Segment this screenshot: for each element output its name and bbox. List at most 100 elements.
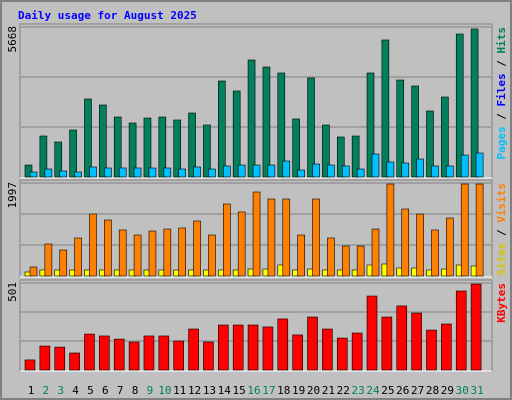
bar: [59, 249, 68, 277]
bar: [282, 160, 291, 178]
bar: [262, 326, 274, 371]
x-tick-label: 30: [456, 384, 469, 397]
bar: [74, 171, 82, 178]
x-tick-label: 9: [147, 384, 154, 397]
bar: [470, 283, 482, 371]
axis-label-part: KBytes: [495, 283, 508, 323]
bar: [297, 234, 305, 277]
bar: [381, 39, 390, 178]
bar: [59, 170, 68, 178]
bar: [54, 141, 63, 178]
bar: [252, 191, 261, 277]
bar: [99, 335, 110, 371]
axis-label-part: Pages: [495, 126, 508, 159]
bar: [173, 119, 181, 178]
axis-label-part: Hits: [495, 27, 508, 54]
bar: [277, 72, 286, 178]
bar: [232, 324, 244, 371]
axis-label-part: Files: [495, 73, 508, 106]
x-tick-label: 1: [28, 384, 35, 397]
bar: [460, 183, 469, 277]
bar: [247, 59, 256, 178]
bar: [475, 183, 484, 277]
bar: [237, 211, 246, 277]
bar: [475, 152, 484, 178]
bar: [208, 234, 216, 277]
x-tick-label: 10: [158, 384, 171, 397]
bar: [401, 208, 410, 277]
x-tick-label: 12: [188, 384, 201, 397]
bar: [193, 166, 201, 178]
bar: [178, 227, 186, 277]
bar: [411, 85, 419, 178]
bar: [327, 164, 335, 178]
bar: [223, 203, 231, 277]
bar: [470, 28, 479, 178]
bar: [426, 329, 437, 371]
x-tick-label: 13: [203, 384, 216, 397]
bar: [441, 96, 449, 178]
x-tick-label: 17: [262, 384, 275, 397]
bar: [366, 295, 378, 371]
bar: [460, 154, 469, 178]
bar: [118, 229, 127, 277]
bar: [223, 165, 231, 178]
bar: [74, 237, 82, 277]
x-tick-label: 18: [277, 384, 290, 397]
axis-label-part: /: [495, 107, 508, 127]
bar: [163, 228, 172, 277]
bar: [158, 116, 167, 178]
bar: [69, 352, 80, 371]
bar: [133, 167, 142, 178]
x-tick-label: 14: [218, 384, 232, 397]
bar: [351, 332, 363, 371]
bar: [341, 245, 350, 277]
axis-label: Pages / Files / Hits: [495, 27, 508, 160]
axis-label-part: Visits: [495, 183, 508, 223]
bar: [203, 341, 214, 371]
bar: [252, 164, 261, 178]
bar: [381, 316, 393, 371]
x-tick-label: 5: [87, 384, 94, 397]
x-tick-label: 31: [470, 384, 483, 397]
bar: [411, 312, 422, 371]
bar: [158, 335, 170, 371]
x-tick-label: 25: [381, 384, 394, 397]
bar: [267, 198, 276, 277]
bar: [441, 323, 452, 371]
x-tick-label: 6: [102, 384, 109, 397]
x-tick-label: 15: [233, 384, 246, 397]
bar: [173, 340, 184, 371]
bar: [327, 237, 335, 277]
bar: [163, 167, 172, 178]
bar: [416, 158, 424, 178]
x-tick-label: 24: [366, 384, 380, 397]
bar: [401, 162, 410, 178]
axis-label-part: /: [495, 223, 508, 243]
bar: [113, 116, 122, 178]
bar: [341, 165, 350, 178]
bar: [262, 66, 271, 178]
bar: [29, 266, 38, 277]
axis-label: KBytes: [495, 283, 508, 323]
bar: [54, 346, 66, 371]
bar: [371, 228, 380, 277]
x-tick-label: 11: [173, 384, 186, 397]
bar: [128, 341, 140, 371]
x-tick-label: 22: [337, 384, 350, 397]
bar: [39, 135, 48, 178]
bar: [218, 324, 229, 371]
bar: [455, 290, 467, 371]
bar: [307, 316, 318, 371]
axis-label-part: /: [495, 54, 508, 74]
bar: [133, 234, 142, 277]
bar: [84, 98, 92, 178]
bar: [143, 335, 155, 371]
x-tick-label: 3: [57, 384, 64, 397]
bar: [44, 168, 53, 178]
bar: [446, 165, 454, 178]
bar: [218, 80, 226, 178]
bar: [193, 220, 201, 277]
